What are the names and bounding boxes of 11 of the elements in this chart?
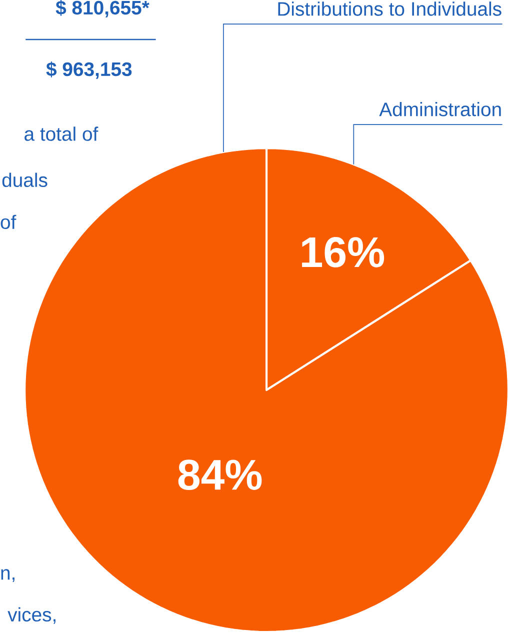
- text: of: [0, 214, 16, 230]
- slice-label: Distributions to Individuals: [278, 2, 502, 16]
- text: a total of: [24, 126, 98, 141]
- text: n,: [1, 569, 14, 582]
- text: $ 963,153: [46, 62, 132, 79]
- data-label: 16%: [302, 237, 384, 268]
- text: duals: [2, 172, 48, 188]
- slice-label: Administration: [378, 102, 501, 116]
- data-label: 84%: [178, 460, 262, 490]
- text: vices,: [7, 607, 56, 624]
- text: $ 810,655*: [56, 0, 150, 18]
